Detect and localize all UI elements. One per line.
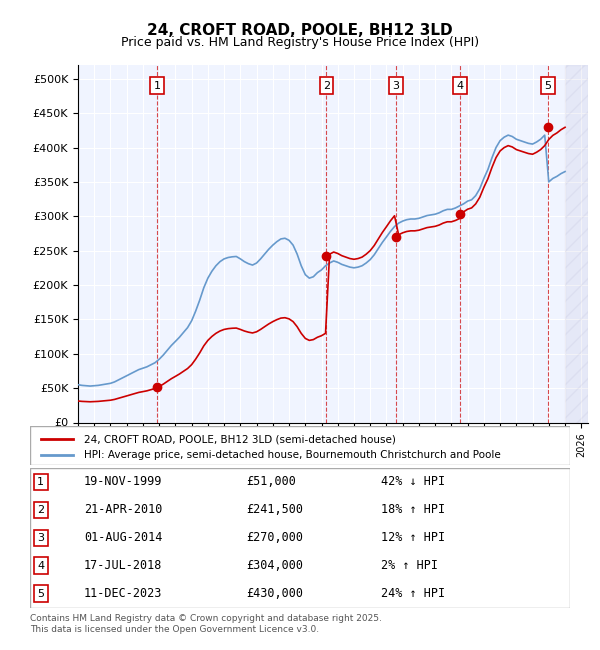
Text: 19-NOV-1999: 19-NOV-1999 (84, 475, 163, 489)
Text: Contains HM Land Registry data © Crown copyright and database right 2025.
This d: Contains HM Land Registry data © Crown c… (30, 614, 382, 634)
Text: 5: 5 (37, 589, 44, 599)
Text: 4: 4 (457, 81, 464, 90)
Text: 21-APR-2010: 21-APR-2010 (84, 503, 163, 516)
Text: 24, CROFT ROAD, POOLE, BH12 3LD: 24, CROFT ROAD, POOLE, BH12 3LD (147, 23, 453, 38)
FancyBboxPatch shape (30, 426, 570, 465)
Text: 2% ↑ HPI: 2% ↑ HPI (381, 559, 438, 573)
Text: £270,000: £270,000 (246, 532, 303, 544)
Text: 1: 1 (37, 477, 44, 487)
Text: 4: 4 (37, 561, 44, 571)
Text: 3: 3 (37, 533, 44, 543)
Text: HPI: Average price, semi-detached house, Bournemouth Christchurch and Poole: HPI: Average price, semi-detached house,… (84, 450, 501, 460)
Text: Price paid vs. HM Land Registry's House Price Index (HPI): Price paid vs. HM Land Registry's House … (121, 36, 479, 49)
Text: 17-JUL-2018: 17-JUL-2018 (84, 559, 163, 573)
Text: 5: 5 (544, 81, 551, 90)
Text: 11-DEC-2023: 11-DEC-2023 (84, 588, 163, 601)
Text: 24% ↑ HPI: 24% ↑ HPI (381, 588, 445, 601)
Text: 3: 3 (392, 81, 400, 90)
Text: 24, CROFT ROAD, POOLE, BH12 3LD (semi-detached house): 24, CROFT ROAD, POOLE, BH12 3LD (semi-de… (84, 434, 396, 445)
Text: 2: 2 (323, 81, 330, 90)
Text: 01-AUG-2014: 01-AUG-2014 (84, 532, 163, 544)
Text: 1: 1 (154, 81, 161, 90)
Text: £430,000: £430,000 (246, 588, 303, 601)
Text: 12% ↑ HPI: 12% ↑ HPI (381, 532, 445, 544)
Text: £241,500: £241,500 (246, 503, 303, 516)
Text: £51,000: £51,000 (246, 475, 296, 489)
Text: 2: 2 (37, 505, 44, 515)
Bar (565, 65, 588, 423)
Text: 42% ↓ HPI: 42% ↓ HPI (381, 475, 445, 489)
Text: 18% ↑ HPI: 18% ↑ HPI (381, 503, 445, 516)
Text: £304,000: £304,000 (246, 559, 303, 573)
